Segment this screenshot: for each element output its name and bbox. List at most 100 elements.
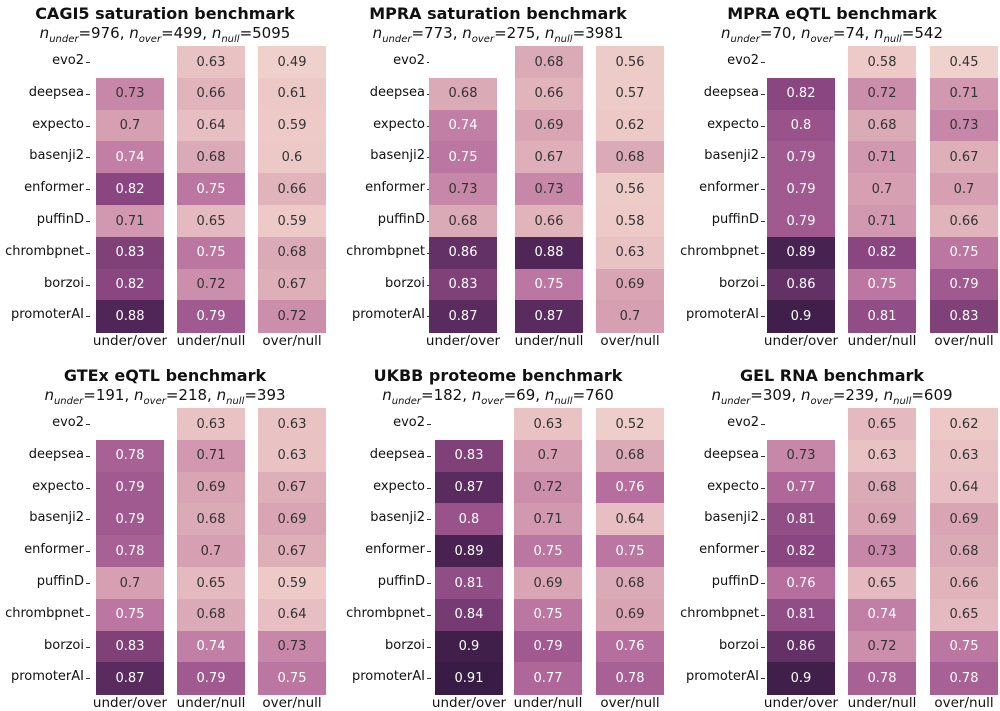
n-count: =773 bbox=[411, 24, 453, 42]
heatmap-panel: CAGI5 saturation benchmark nunder=976, no… bbox=[0, 0, 333, 349]
heatmap-cell: 0.63 bbox=[177, 408, 245, 441]
heatmap-cell: 0.66 bbox=[515, 205, 583, 238]
heatmap-cell: 0.67 bbox=[515, 141, 583, 174]
heatmap-cell: 0.71 bbox=[96, 205, 164, 238]
heatmap-cell: 0.7 bbox=[96, 109, 164, 142]
n-symbol: n bbox=[372, 24, 383, 42]
n-subscript: over bbox=[481, 396, 504, 407]
row-label: expecto bbox=[373, 478, 425, 494]
column-label: under/null bbox=[847, 695, 917, 711]
row-label: puffinD bbox=[711, 573, 759, 589]
heatmap-cell: 0.72 bbox=[177, 268, 245, 301]
heatmap-cell: 0.66 bbox=[930, 205, 998, 238]
heatmap-cell: 0.7 bbox=[596, 300, 664, 333]
row-tick bbox=[761, 519, 765, 521]
heatmap-cell: 0.82 bbox=[767, 77, 835, 111]
panel-title: MPRA eQTL benchmark bbox=[727, 4, 937, 23]
heatmap-cell: 0.83 bbox=[96, 236, 164, 270]
row-label: deepsea bbox=[369, 84, 425, 100]
heatmap-cell: 0.82 bbox=[848, 236, 916, 270]
heatmap-cell: 0.81 bbox=[767, 598, 835, 632]
heatmap-cell: 0.63 bbox=[930, 439, 998, 473]
heatmap-cell: 0.82 bbox=[767, 535, 835, 568]
row-label: chrombpnet bbox=[346, 243, 425, 259]
heatmap-cell: 0.73 bbox=[767, 439, 835, 473]
column-label: under/over bbox=[763, 695, 839, 711]
heatmap-cell: 0.74 bbox=[848, 598, 916, 632]
row-tick bbox=[761, 189, 765, 191]
heatmap-cell: 0.75 bbox=[96, 598, 164, 632]
n-symbol: n bbox=[801, 386, 811, 404]
heatmap-cell: 0.56 bbox=[596, 173, 664, 206]
row-tick bbox=[86, 646, 90, 648]
n-symbol: n bbox=[462, 24, 472, 42]
row-label: basenji2 bbox=[29, 148, 84, 164]
panel-title: CAGI5 saturation benchmark bbox=[35, 4, 295, 23]
row-tick bbox=[761, 252, 765, 254]
n-count: =218 bbox=[165, 386, 208, 404]
heatmap-cell: 0.65 bbox=[177, 205, 245, 238]
heatmap-cell: 0.78 bbox=[96, 439, 164, 473]
heatmap-cell: 0.86 bbox=[767, 630, 835, 663]
row-tick bbox=[427, 519, 431, 521]
heatmap-cell: 0.69 bbox=[930, 503, 998, 536]
row-label: promoterAI bbox=[685, 669, 759, 685]
heatmap-cell: 0.75 bbox=[930, 236, 998, 270]
n-count: =191 bbox=[83, 386, 125, 404]
heatmap-cell: 0.65 bbox=[177, 567, 245, 600]
heatmap-cell: 0.59 bbox=[258, 109, 326, 142]
row-label: evo2 bbox=[393, 414, 425, 430]
n-symbol: n bbox=[129, 24, 139, 42]
row-label: promoterAI bbox=[10, 307, 84, 323]
n-count: =5095 bbox=[239, 24, 291, 42]
row-label: chrombpnet bbox=[5, 605, 84, 621]
heatmap-cell: 0.79 bbox=[767, 141, 835, 174]
n-count: =760 bbox=[572, 386, 614, 404]
row-label: basenji2 bbox=[704, 510, 759, 526]
heatmap-cell: 0.78 bbox=[596, 662, 664, 695]
heatmap-cell: 0.8 bbox=[767, 109, 835, 142]
row-tick bbox=[761, 582, 765, 584]
heatmap-cell: 0.91 bbox=[435, 662, 503, 695]
heatmap-cell: 0.72 bbox=[514, 471, 582, 504]
n-count: =393 bbox=[244, 386, 286, 404]
row-tick bbox=[761, 614, 765, 616]
heatmap-cell: 0.75 bbox=[429, 141, 497, 174]
heatmap-cell: 0.68 bbox=[429, 77, 497, 111]
heatmap-panel: MPRA eQTL benchmark nunder=70, nover=74, … bbox=[667, 0, 1000, 349]
heatmap-cell: 0.69 bbox=[258, 503, 326, 536]
heatmap-cell: 0.69 bbox=[848, 503, 916, 536]
panel-subtitle: nunder=182, nover=69, nnull=760 bbox=[382, 386, 614, 407]
heatmap-cell: 0.67 bbox=[930, 141, 998, 174]
row-label: borzoi bbox=[44, 275, 84, 291]
heatmap-cell: 0.65 bbox=[930, 598, 998, 632]
n-symbol: n bbox=[544, 386, 555, 404]
n-subscript: over bbox=[138, 34, 162, 45]
panel-title: MPRA saturation benchmark bbox=[369, 4, 627, 23]
panel-title: UKBB proteome benchmark bbox=[373, 366, 623, 385]
row-label: basenji2 bbox=[29, 510, 84, 526]
n-subscript: over bbox=[810, 34, 833, 45]
heatmap-cell: 0.82 bbox=[96, 268, 164, 301]
row-label: basenji2 bbox=[370, 148, 425, 164]
row-tick bbox=[86, 678, 90, 680]
row-tick bbox=[761, 455, 765, 457]
heatmap-cell: 0.69 bbox=[596, 598, 664, 632]
heatmap-cell: 0.9 bbox=[767, 300, 835, 333]
row-label: chrombpnet bbox=[346, 605, 425, 621]
heatmap-cell: 0.74 bbox=[96, 141, 164, 174]
heatmap-cell: 0.73 bbox=[96, 77, 164, 111]
row-label: evo2 bbox=[52, 52, 84, 68]
column-label: over/null bbox=[262, 695, 322, 711]
row-label: deepsea bbox=[369, 446, 425, 462]
row-tick bbox=[761, 316, 765, 318]
heatmap-cell: 0.87 bbox=[96, 662, 164, 695]
heatmap-cell: 0.75 bbox=[930, 630, 998, 663]
row-label: puffinD bbox=[36, 573, 84, 589]
heatmap-cell: 0.49 bbox=[258, 46, 326, 79]
row-label: borzoi bbox=[385, 637, 425, 653]
column-label: under/over bbox=[425, 333, 501, 350]
row-tick bbox=[86, 252, 90, 254]
heatmap-cell: 0.75 bbox=[515, 268, 583, 301]
heatmap-cell: 0.79 bbox=[767, 173, 835, 206]
